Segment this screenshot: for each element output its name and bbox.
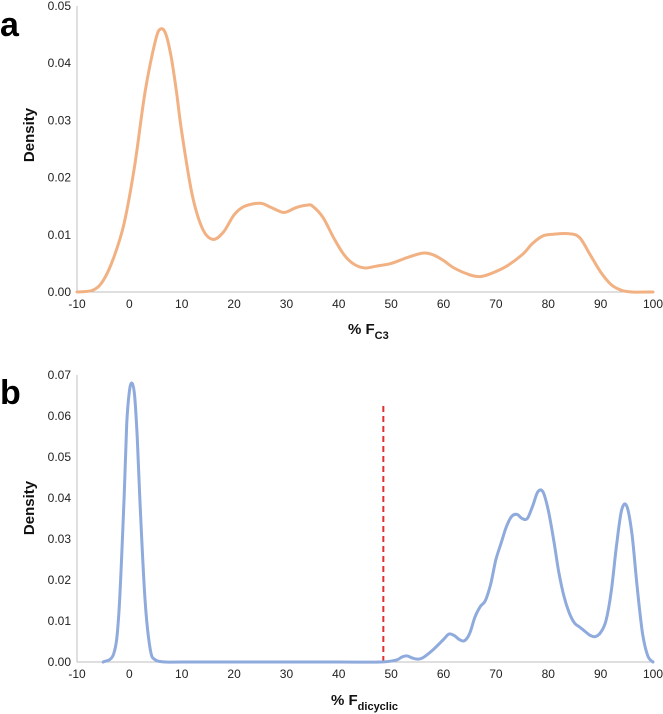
x-tick-label: 80 <box>542 667 556 681</box>
x-tick-label: 0 <box>126 297 133 311</box>
x-tick-label: 70 <box>489 297 503 311</box>
x-tick-label: -10 <box>68 297 86 311</box>
series-group-a <box>75 27 655 294</box>
density-curve <box>75 27 655 294</box>
x-axis-label-b: % Fdicyclic <box>331 692 398 713</box>
x-axis-label-main-b: % F <box>331 692 358 709</box>
chart-panel-a: a Density -10 0 10 20 30 40 50 60 70 80 90 100 0.00 0… <box>0 0 663 342</box>
density-curve <box>101 381 655 664</box>
ticks-b: -10 0 10 20 30 40 50 60 70 80 90 100 0.00 0.01 0.02 0.0… <box>48 368 663 681</box>
y-tick-label: 0.06 <box>48 409 72 423</box>
x-tick-label: 20 <box>227 297 241 311</box>
x-tick-label: 60 <box>437 297 451 311</box>
x-tick-label: 100 <box>643 667 663 681</box>
x-tick-label: 60 <box>437 667 451 681</box>
y-tick-label: 0.01 <box>48 614 72 628</box>
x-tick-label: 90 <box>594 297 608 311</box>
x-tick-label: 70 <box>489 667 503 681</box>
y-tick-label: 0.05 <box>48 450 72 464</box>
x-tick-label: 20 <box>227 667 241 681</box>
x-tick-label: 30 <box>280 297 294 311</box>
y-tick-label: 0.05 <box>48 0 72 13</box>
axes-a <box>76 6 653 293</box>
x-tick-label: 10 <box>175 297 189 311</box>
y-axis-label-a: Density <box>21 107 38 162</box>
y-tick-label: 0.07 <box>48 368 72 382</box>
y-tick-label: 0.02 <box>48 573 72 587</box>
y-tick-label: 0.03 <box>48 113 72 127</box>
x-tick-label: 40 <box>332 297 346 311</box>
x-tick-label: 80 <box>542 297 556 311</box>
x-tick-label: 10 <box>175 667 189 681</box>
x-tick-label: 50 <box>385 667 399 681</box>
x-axis-label-sub-b: dicyclic <box>358 701 398 713</box>
x-tick-label: 30 <box>280 667 294 681</box>
x-tick-label: 50 <box>385 297 399 311</box>
y-tick-label: 0.03 <box>48 532 72 546</box>
y-axis-label-b: Density <box>21 480 38 535</box>
axes-b <box>76 375 653 663</box>
y-tick-label: 0.00 <box>48 285 72 299</box>
y-tick-label: 0.00 <box>48 655 72 669</box>
y-tick-label: 0.02 <box>48 171 72 185</box>
ticks-a: -10 0 10 20 30 40 50 60 70 80 90 100 0.00 0.01 0.02 0.0… <box>48 0 663 311</box>
x-tick-label: 90 <box>594 667 608 681</box>
y-tick-label: 0.04 <box>48 491 72 505</box>
x-axis-label-sub-a: C3 <box>375 330 389 342</box>
y-tick-label: 0.01 <box>48 228 72 242</box>
x-axis-label-a: % FC3 <box>348 321 389 342</box>
x-axis-label-main-a: % F <box>348 321 375 338</box>
panel-label-b: b <box>0 374 21 412</box>
x-tick-label: 100 <box>643 297 663 311</box>
x-tick-label: 0 <box>126 667 133 681</box>
x-tick-label: 40 <box>332 667 346 681</box>
panel-label-a: a <box>0 6 20 44</box>
x-tick-label: -10 <box>68 667 86 681</box>
chart-panel-b: b Density -10 0 10 20 30 40 50 60 70 80 90 100 0.00 0… <box>0 368 663 713</box>
y-tick-label: 0.04 <box>48 56 72 70</box>
series-group-b <box>101 381 655 664</box>
